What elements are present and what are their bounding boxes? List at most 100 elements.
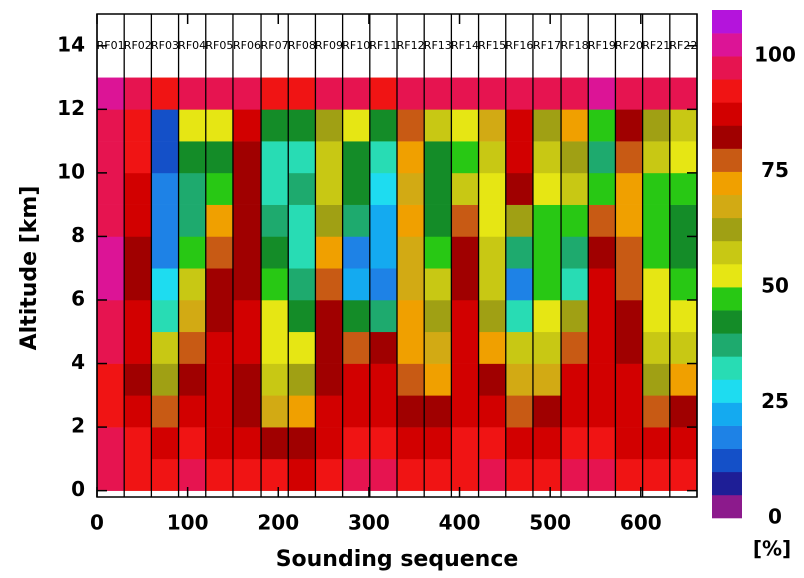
heat-cell	[588, 299, 616, 333]
heat-cell	[315, 109, 343, 142]
heat-cell	[97, 395, 125, 428]
heat-cell	[178, 331, 207, 364]
heat-cell	[478, 204, 507, 237]
x-tick-label: 400	[439, 511, 481, 535]
y-axis-title: Altitude [km]	[17, 186, 42, 351]
heat-cell	[369, 268, 398, 301]
heat-cell	[151, 268, 179, 301]
plot-frame	[96, 13, 698, 498]
heat-cell	[151, 458, 179, 491]
heat-cell	[505, 331, 534, 364]
heat-cell	[232, 268, 262, 301]
heat-cell	[232, 363, 262, 396]
heat-cell	[588, 109, 616, 142]
colorbar-swatch	[712, 194, 742, 219]
heat-cell	[561, 172, 589, 205]
heat-cell	[261, 141, 289, 174]
heat-cell	[342, 268, 371, 301]
heat-cell	[451, 331, 479, 364]
heat-cell	[424, 236, 452, 269]
heat-cell	[288, 299, 316, 333]
heat-cell	[505, 395, 534, 428]
heat-cell	[532, 331, 562, 364]
heat-cell	[615, 204, 643, 237]
heat-cell	[342, 363, 371, 396]
heat-cell	[288, 331, 316, 364]
heat-cell	[151, 141, 179, 174]
heat-cell	[288, 268, 316, 301]
heat-cell	[205, 77, 234, 110]
heat-cell	[588, 363, 616, 396]
heat-cell	[397, 299, 425, 333]
heat-cell	[615, 395, 643, 428]
heat-cell	[451, 204, 479, 237]
heat-cell	[342, 141, 371, 174]
heat-cell	[232, 236, 262, 269]
heat-cell	[178, 172, 207, 205]
heat-cell	[124, 458, 152, 491]
heat-cell	[615, 141, 643, 174]
heat-cell	[451, 458, 479, 491]
flight-label: RF19	[588, 39, 616, 52]
heat-cell	[315, 236, 343, 269]
heat-cell	[588, 77, 616, 110]
flight-label: RF14	[451, 39, 479, 52]
heat-cell	[505, 204, 534, 237]
y-tick-label: 10	[57, 159, 85, 183]
heat-cell	[532, 172, 562, 205]
heat-cell	[532, 236, 562, 269]
heat-cell	[561, 109, 589, 142]
heat-cell	[342, 299, 371, 333]
heat-cell	[261, 331, 289, 364]
heat-cell	[342, 172, 371, 205]
heat-cell	[451, 363, 479, 396]
heat-cell	[261, 427, 289, 460]
flight-label: RF09	[315, 39, 343, 52]
heat-cell	[642, 172, 671, 205]
colorbar-swatch	[712, 494, 742, 519]
heat-cell	[315, 427, 343, 460]
heat-cell	[151, 299, 179, 333]
flight-label: RF05	[205, 39, 233, 52]
x-axis-title: Sounding sequence	[276, 547, 519, 572]
heat-cell	[451, 236, 479, 269]
heat-cell	[505, 427, 534, 460]
heat-cell	[315, 363, 343, 396]
heat-cell	[232, 172, 262, 205]
heat-cell	[205, 299, 234, 333]
heat-cell	[478, 77, 507, 110]
heat-cell	[615, 458, 643, 491]
heat-cell	[124, 77, 152, 110]
heat-cell	[532, 77, 562, 110]
heat-cell	[397, 268, 425, 301]
heat-cell	[124, 172, 152, 205]
colorbar-swatch	[712, 171, 742, 196]
heat-cell	[532, 268, 562, 301]
heat-cell	[642, 236, 671, 269]
heat-cell	[451, 77, 479, 110]
heat-cell	[478, 427, 507, 460]
heat-cell	[232, 331, 262, 364]
heat-cell	[561, 236, 589, 269]
flight-label: RF13	[424, 39, 452, 52]
heat-cell	[232, 77, 262, 110]
heat-cell	[588, 395, 616, 428]
flight-label: RF04	[178, 39, 206, 52]
colorbar-swatch	[712, 310, 742, 334]
heat-cell	[588, 141, 616, 174]
colorbar-swatch	[712, 148, 742, 172]
heat-cell	[478, 395, 507, 428]
heat-cell	[369, 458, 398, 491]
heat-cell	[397, 204, 425, 237]
heat-cell	[261, 236, 289, 269]
heat-cell	[124, 236, 152, 269]
heat-cell	[424, 331, 452, 364]
heat-cell	[288, 395, 316, 428]
heat-cell	[369, 395, 398, 428]
heat-cell	[532, 299, 562, 333]
heat-cell	[561, 141, 589, 174]
heat-cell	[232, 141, 262, 174]
heat-cell	[615, 172, 643, 205]
heat-cell	[505, 458, 534, 491]
y-tick-label: 14	[57, 32, 85, 56]
